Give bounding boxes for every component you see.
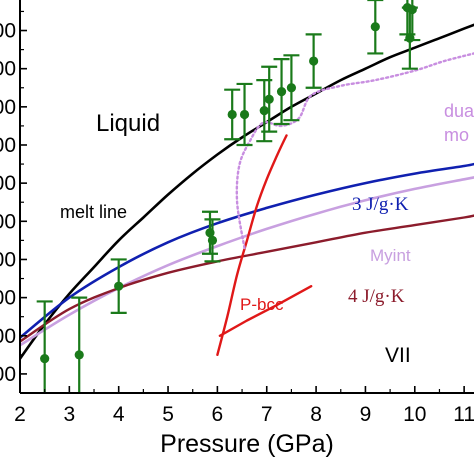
data-point (114, 281, 124, 291)
x-tick-label: 10 (403, 403, 426, 426)
annotation-myint: Myint (370, 246, 411, 265)
data-point (370, 22, 380, 32)
annotation-dual-2: mo (444, 125, 469, 145)
data-point (259, 106, 269, 116)
data-point (239, 109, 250, 120)
y-tick-label: 00 (0, 248, 16, 271)
y-tick-label: 00 (0, 287, 16, 310)
y-tick-label: 00 (0, 325, 16, 348)
data-point-group (204, 218, 221, 263)
series-line-p-bcc-lower (218, 285, 313, 337)
x-tick-label: 4 (113, 403, 125, 426)
data-point (407, 4, 417, 15)
data-point-group (236, 82, 253, 147)
annotation-melt-line: melt line (60, 202, 127, 222)
data-point (227, 109, 237, 120)
data-point-group (401, 6, 418, 70)
data-point (74, 350, 84, 360)
data-point (264, 94, 274, 104)
annotation-liquid: Liquid (96, 110, 160, 137)
data-point-group (404, 0, 421, 42)
series-line-p-bcc (216, 134, 288, 356)
x-tick-label: 6 (212, 403, 224, 426)
x-tick-label: 11 (453, 403, 474, 426)
x-tick-label: 9 (360, 403, 372, 426)
data-point-group (273, 58, 290, 126)
series-line-3-j-g-k (20, 162, 474, 339)
series-line-melt-line (20, 23, 474, 360)
x-tick-label: 5 (162, 403, 174, 426)
data-point-group (110, 258, 127, 314)
data-point-group (71, 296, 88, 393)
series-line-4-j-g-k (20, 214, 474, 343)
data-point-group (367, 0, 384, 55)
axes: 2 3 4 5 6 7 8 9 10 11 00 00 00 00 00 00 00 00 00 00 (0, 0, 474, 426)
x-tick-label: 3 (64, 403, 76, 426)
x-axis-label: Pressure (GPa) (160, 430, 334, 458)
y-tick-label: 00 (0, 210, 16, 233)
data-point (207, 235, 218, 245)
plot-area (20, 0, 474, 393)
data-point-group (283, 54, 300, 122)
series-line-myint (20, 176, 474, 347)
series-line-dual (235, 52, 474, 250)
y-tick-label: 00 (0, 134, 16, 157)
y-tick-label: 00 (0, 58, 16, 81)
annotation-dual-1: dua (444, 101, 474, 121)
data-point (276, 86, 287, 97)
data-point (286, 83, 297, 93)
y-tick-label: 00 (0, 172, 16, 195)
data-point-group (224, 88, 241, 141)
annotation-p-bcc: P-bcc (240, 295, 284, 314)
annotation-3jgk: 3 J/g·K (352, 194, 409, 215)
y-tick-label: 00 (0, 363, 16, 386)
x-tick-label: 2 (14, 403, 26, 426)
x-tick-label: 8 (310, 403, 322, 426)
y-tick-label: 00 (0, 96, 16, 119)
data-point-group (261, 65, 278, 133)
y-tick-label: 00 (0, 20, 16, 43)
data-point-group (36, 300, 53, 393)
data-point (40, 354, 50, 364)
x-tick-label: 7 (261, 403, 273, 426)
annotation-4jgk: 4 J/g·K (348, 286, 405, 307)
data-point-group (305, 33, 322, 89)
annotation-vii: VII (385, 344, 411, 367)
data-point (309, 56, 319, 66)
